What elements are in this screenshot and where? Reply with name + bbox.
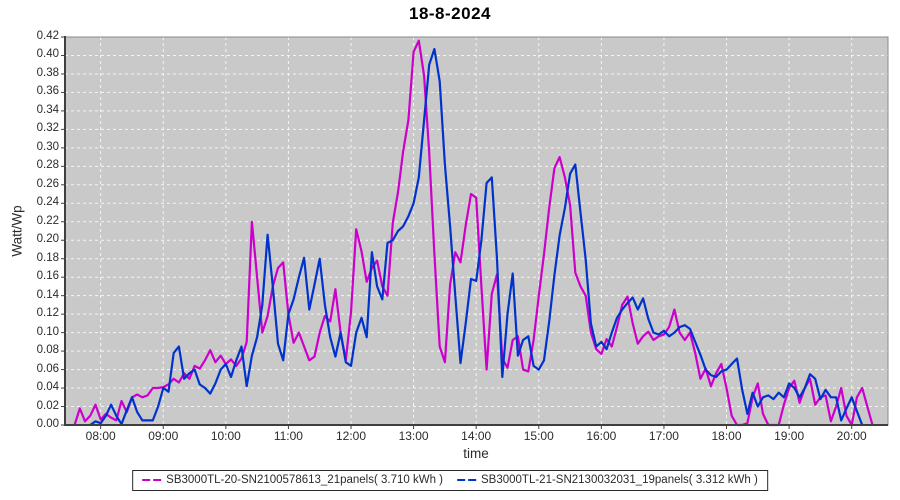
chart-title: 18-8-2024 — [408, 4, 491, 23]
legend-label: SB3000TL-21-SN2130032031_19panels( 3.312… — [481, 474, 758, 486]
legend-item-inverter-sb3000tl-20: SB3000TL-20-SN2100578613_21panels( 3.710… — [142, 474, 443, 486]
series-line-1 — [89, 47, 864, 427]
legend-label: SB3000TL-20-SN2100578613_21panels( 3.710… — [166, 474, 443, 486]
series-line-swatch-blue — [457, 479, 476, 481]
series-line-swatch-magenta — [142, 479, 162, 481]
x-axis-label: time — [463, 446, 489, 461]
legend-item-inverter-sb3000tl-21: SB3000TL-21-SN2130032031_19panels( 3.312… — [457, 474, 758, 486]
legend: SB3000TL-20-SN2100578613_21panels( 3.710… — [132, 470, 768, 491]
